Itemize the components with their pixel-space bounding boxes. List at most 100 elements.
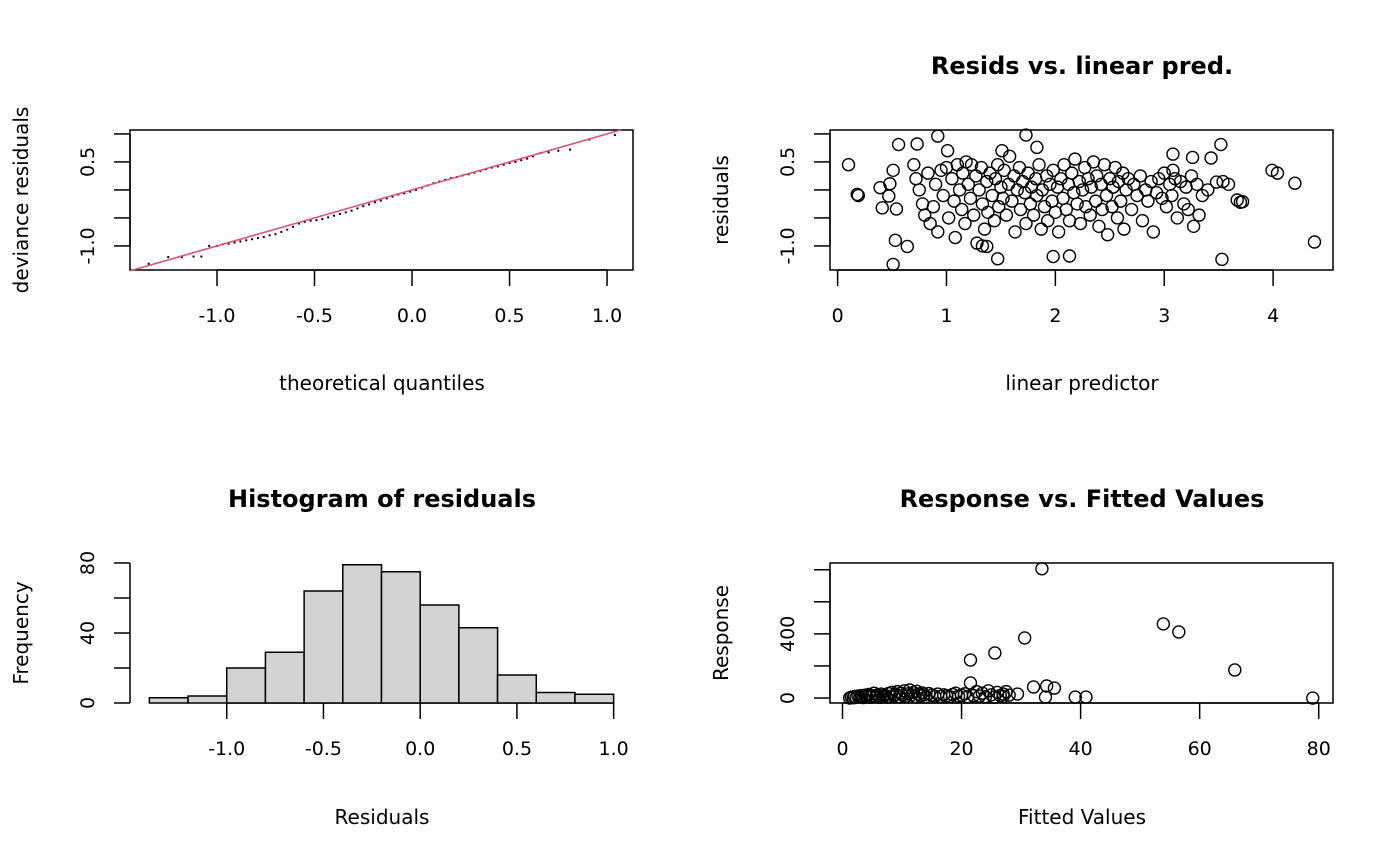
histogram-bar — [342, 564, 383, 704]
scatter-point — [1019, 216, 1033, 231]
y-tick-label: 0 — [77, 697, 99, 709]
qq-point — [286, 228, 289, 231]
scatter-point — [975, 686, 990, 700]
scatter-point — [1097, 158, 1112, 172]
scatter-point — [1221, 177, 1236, 192]
scatter-point — [1041, 214, 1055, 228]
scatter-point — [1008, 225, 1022, 239]
scatter-point — [931, 225, 945, 239]
qq-point — [373, 201, 376, 204]
x-tick-label: 0 — [836, 738, 848, 760]
qq-point — [227, 242, 230, 245]
qq-point — [167, 256, 170, 259]
scatter-point — [1075, 183, 1090, 197]
scatter-point — [1083, 208, 1097, 222]
qq-point — [274, 233, 277, 236]
qq-point — [403, 192, 406, 195]
x-tick-label: -1.0 — [198, 305, 235, 327]
qq-point — [514, 160, 517, 163]
qq-point — [391, 195, 394, 198]
scatter-point — [1139, 183, 1153, 197]
resid-plot-xlabel: linear predictor — [1005, 371, 1159, 395]
x-tick-label: 0.5 — [502, 738, 532, 760]
scatter-point — [1270, 166, 1285, 180]
resid-plot-ylabel: residuals — [709, 155, 733, 245]
histogram-bar — [535, 691, 576, 704]
qq-point — [280, 230, 283, 233]
scatter-point — [888, 233, 903, 248]
scatter-point — [980, 174, 994, 189]
qq-plot-panel: theoretical quantiles deviance residuals… — [9, 107, 634, 395]
scatter-point — [1048, 205, 1063, 220]
scatter-point — [912, 183, 926, 197]
qq-plot-xlabel: theoretical quantiles — [279, 371, 485, 395]
response-plot-title: Response vs. Fitted Values — [900, 485, 1265, 513]
scatter-point — [886, 163, 900, 178]
x-tick-label: 3 — [1158, 305, 1170, 327]
resid-plot-title: Resids vs. linear pred. — [931, 52, 1233, 80]
scatter-point — [1081, 172, 1095, 186]
scatter-point — [1165, 188, 1179, 203]
y-tick-label: 0.5 — [77, 147, 99, 177]
scatter-point — [850, 187, 864, 202]
scatter-point — [1035, 562, 1049, 576]
qq-point — [192, 255, 195, 258]
scatter-point — [889, 202, 904, 216]
scatter-point — [1103, 172, 1117, 186]
qq-point — [256, 237, 259, 240]
qq-point — [292, 225, 295, 228]
scatter-point — [1111, 174, 1126, 189]
qq-point — [338, 213, 341, 215]
scatter-point — [915, 197, 930, 211]
histogram-ylabel: Frequency — [9, 581, 33, 684]
response-vs-fitted-panel: Response vs. Fitted Values Fitted Values… — [709, 485, 1334, 829]
scatter-point — [1235, 194, 1250, 209]
scatter-point — [1034, 222, 1048, 236]
scatter-point — [875, 201, 889, 215]
y-tick-label: -1.0 — [777, 227, 799, 264]
scatter-point — [1201, 183, 1215, 197]
qq-point — [496, 165, 499, 168]
scatter-point — [952, 183, 967, 197]
qq-point — [502, 163, 505, 166]
x-tick-label: 80 — [1307, 738, 1331, 760]
scatter-point — [1012, 160, 1027, 175]
qq-point — [379, 199, 382, 202]
scatter-point — [1092, 219, 1106, 234]
histogram-bar — [380, 571, 421, 704]
scatter-point — [1001, 177, 1016, 192]
scatter-point — [970, 236, 984, 250]
qq-point — [297, 222, 300, 225]
scatter-point — [980, 239, 994, 254]
scatter-point — [1062, 214, 1077, 228]
y-tick-label: 0.5 — [777, 147, 799, 177]
scatter-point — [1192, 208, 1206, 222]
qq-point — [268, 234, 271, 237]
x-tick-label: 60 — [1188, 738, 1212, 760]
qq-point — [309, 219, 312, 222]
scatter-point — [972, 183, 986, 197]
scatter-point — [955, 202, 969, 217]
histogram-title: Histogram of residuals — [228, 485, 536, 513]
scatter-point — [964, 158, 979, 172]
scatter-point — [948, 686, 963, 700]
scatter-point — [1184, 169, 1199, 183]
scatter-point — [1186, 219, 1201, 234]
scatter-point — [1228, 663, 1242, 677]
scatter-point — [883, 177, 897, 191]
scatter-point — [1159, 200, 1174, 214]
scatter-point — [1146, 225, 1161, 239]
x-tick-label: -0.5 — [296, 305, 333, 327]
scatter-point — [1170, 211, 1185, 225]
qq-point — [362, 205, 365, 208]
scatter-point — [917, 688, 931, 702]
y-tick-label: -1.0 — [77, 227, 99, 264]
qq-point — [239, 240, 242, 243]
x-tick-label: 0.0 — [405, 738, 435, 760]
scatter-point — [1130, 188, 1144, 203]
scatter-point — [882, 189, 896, 203]
qq-point — [526, 157, 529, 160]
scatter-point — [1026, 208, 1041, 222]
scatter-point — [997, 163, 1011, 178]
